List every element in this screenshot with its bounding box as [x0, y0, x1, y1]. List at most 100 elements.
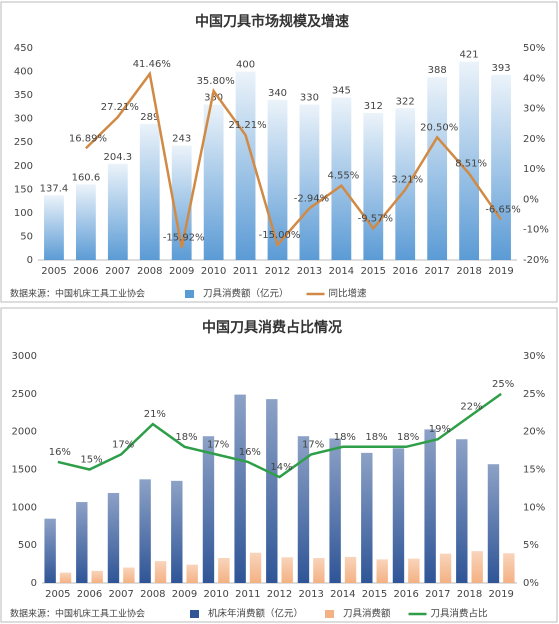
bar-value-label: 137.4 [40, 183, 69, 194]
chart-title: 中国刀具市场规模及增速 [195, 13, 349, 30]
x-tick-label: 2011 [235, 589, 260, 600]
bar [297, 436, 310, 583]
x-tick-label: 2017 [425, 589, 450, 600]
x-tick-label: 2014 [329, 266, 354, 277]
line-value-label: 22% [460, 402, 482, 413]
bar [408, 558, 420, 583]
bar [363, 113, 384, 260]
y-tick-label: 450 [14, 43, 33, 54]
bar [154, 561, 167, 583]
bar-value-label: 322 [396, 96, 415, 107]
y2-tick-label: 25% [523, 389, 545, 400]
y-tick-label: 50 [20, 231, 33, 242]
chart-title: 中国刀具消费占比情况 [202, 319, 342, 336]
line-value-label: 18% [175, 432, 197, 443]
x-tick-label: 2009 [169, 266, 194, 277]
y2-tick-label: 0% [523, 194, 539, 205]
legend-swatch [325, 610, 335, 618]
legend-label: 机床年消费额（亿元） [208, 608, 303, 620]
source-note: 数据来源：中国机床工具工业协会 [10, 608, 145, 620]
bar-value-label: 388 [428, 65, 447, 76]
line-value-label: 16.89% [69, 133, 107, 144]
line-value-label: 3.21% [391, 175, 423, 186]
y2-tick-label: 20% [523, 134, 545, 145]
x-tick-label: 2009 [172, 589, 197, 600]
y-tick-label: 1500 [12, 465, 37, 476]
y2-tick-label: 10% [523, 502, 545, 513]
line-value-label: -6.65% [485, 205, 520, 216]
line-value-label: 21.21% [228, 120, 266, 131]
bar [59, 572, 72, 583]
legend-swatch [185, 290, 194, 298]
x-tick-label: 2008 [140, 589, 165, 600]
bar [186, 564, 198, 583]
x-tick-label: 2017 [424, 266, 449, 277]
bar [361, 452, 373, 583]
bar [76, 502, 88, 583]
x-tick-label: 2018 [456, 266, 481, 277]
bar [91, 570, 103, 583]
bar [76, 184, 96, 260]
bar [471, 551, 483, 583]
line-value-label: 25% [492, 379, 514, 390]
y-tick-label: 0 [27, 255, 33, 266]
y2-tick-label: 50% [523, 43, 545, 54]
x-tick-label: 2005 [41, 266, 66, 277]
y2-tick-label: 40% [523, 73, 545, 84]
y-tick-label: 350 [14, 90, 33, 101]
y2-tick-label: 20% [523, 427, 545, 438]
line-value-label: 14% [270, 462, 292, 473]
bar [139, 479, 151, 583]
y2-tick-label: 30% [523, 351, 545, 362]
x-tick-label: 2006 [73, 266, 98, 277]
y2-tick-label: 5% [523, 540, 539, 551]
bar [203, 104, 224, 261]
line-value-label: 18% [397, 432, 419, 443]
legend-label: 刀具消费占比 [431, 608, 488, 620]
bar-value-label: 400 [236, 60, 255, 71]
line-value-label: 18% [334, 432, 356, 443]
bar-value-label: 330 [300, 93, 319, 104]
bar-value-label: 340 [268, 88, 287, 99]
line-value-label: 27.21% [101, 102, 139, 113]
x-tick-label: 2011 [233, 266, 258, 277]
source-note: 数据来源：中国机床工具工业协会 [10, 288, 145, 300]
x-tick-label: 2010 [201, 266, 226, 277]
y-tick-label: 0 [31, 578, 37, 589]
x-tick-label: 2014 [330, 589, 355, 600]
bar-value-label: 345 [332, 85, 351, 96]
y-tick-label: 400 [14, 67, 33, 78]
line-value-label: 16% [239, 447, 261, 458]
x-tick-label: 2018 [457, 589, 482, 600]
x-tick-label: 2010 [203, 589, 228, 600]
line-value-label: 16% [49, 447, 71, 458]
bar [107, 163, 128, 260]
bar [395, 108, 416, 261]
bar [123, 567, 135, 583]
bar-value-label: 421 [460, 50, 479, 61]
x-tick-label: 2013 [297, 266, 322, 277]
y-tick-label: 3000 [12, 351, 37, 362]
line-value-label: -9.57% [358, 213, 393, 224]
x-tick-label: 2012 [267, 589, 292, 600]
line-value-label: -2.94% [294, 193, 329, 204]
y-tick-label: 2000 [12, 427, 37, 438]
x-tick-label: 2019 [488, 589, 513, 600]
y2-tick-label: -10% [523, 225, 549, 236]
x-tick-label: 2008 [137, 266, 162, 277]
bar-value-label: 312 [364, 101, 383, 112]
bar [235, 71, 256, 260]
x-tick-label: 2016 [393, 589, 418, 600]
x-tick-label: 2019 [488, 266, 513, 277]
legend-swatch [190, 610, 199, 618]
bar [487, 464, 500, 583]
y-tick-label: 200 [14, 161, 33, 172]
line-value-label: 17% [207, 439, 229, 450]
bar [171, 480, 183, 583]
bar [427, 77, 448, 260]
y-tick-label: 1000 [12, 502, 37, 513]
x-tick-label: 2015 [361, 266, 386, 277]
bar [313, 558, 325, 583]
line-value-label: 17% [302, 439, 324, 450]
y2-tick-label: 10% [523, 164, 545, 175]
